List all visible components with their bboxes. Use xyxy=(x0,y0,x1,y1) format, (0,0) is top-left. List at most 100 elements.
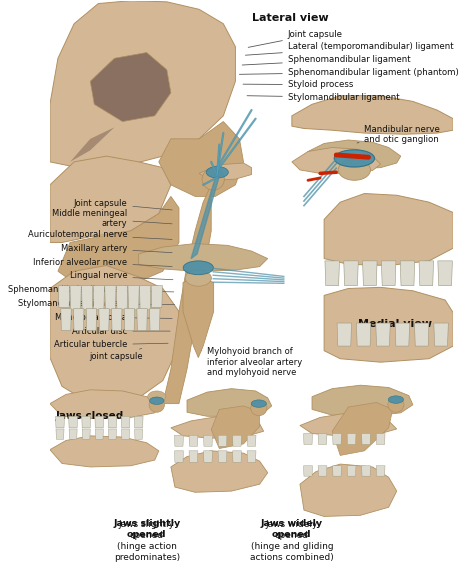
Polygon shape xyxy=(333,466,341,476)
Text: Sphenomandibular ligament: Sphenomandibular ligament xyxy=(242,55,410,65)
Text: Mandibular nerve
and otic ganglion: Mandibular nerve and otic ganglion xyxy=(357,125,440,144)
Text: joint capsule: joint capsule xyxy=(90,349,143,361)
Polygon shape xyxy=(55,416,64,428)
Polygon shape xyxy=(203,451,212,462)
Polygon shape xyxy=(105,286,116,310)
Polygon shape xyxy=(82,416,91,428)
Polygon shape xyxy=(414,323,429,346)
Ellipse shape xyxy=(388,398,404,412)
Ellipse shape xyxy=(206,167,228,178)
Polygon shape xyxy=(233,451,241,462)
Polygon shape xyxy=(337,323,352,346)
Text: Sphenomandibular ligament: Sphenomandibular ligament xyxy=(8,285,174,294)
Ellipse shape xyxy=(388,396,403,403)
Polygon shape xyxy=(137,309,147,331)
Text: Styloid process: Styloid process xyxy=(243,80,353,89)
Polygon shape xyxy=(108,416,117,428)
Polygon shape xyxy=(199,163,252,180)
Ellipse shape xyxy=(149,398,164,412)
Polygon shape xyxy=(171,416,264,438)
Text: Lateral view: Lateral view xyxy=(252,13,328,23)
Polygon shape xyxy=(174,451,183,462)
Ellipse shape xyxy=(185,270,211,286)
Polygon shape xyxy=(56,429,64,439)
Polygon shape xyxy=(300,413,397,436)
Text: Jaws widely
opened: Jaws widely opened xyxy=(261,519,323,539)
Polygon shape xyxy=(183,274,214,358)
Polygon shape xyxy=(82,286,93,310)
Polygon shape xyxy=(247,435,256,446)
Polygon shape xyxy=(95,429,103,439)
Polygon shape xyxy=(121,429,129,439)
Polygon shape xyxy=(300,464,397,516)
Polygon shape xyxy=(376,323,390,346)
Polygon shape xyxy=(376,466,385,476)
Ellipse shape xyxy=(251,401,267,415)
Polygon shape xyxy=(363,261,377,286)
Polygon shape xyxy=(187,389,272,416)
Text: Auriculotemporal nerve: Auriculotemporal nerve xyxy=(27,230,172,239)
Polygon shape xyxy=(134,416,143,428)
Polygon shape xyxy=(70,286,81,310)
Text: Joint capsule: Joint capsule xyxy=(73,199,172,210)
Polygon shape xyxy=(333,433,341,444)
Text: Mylohyoid branch of
inferior alveolar artery
and mylohyoid nerve: Mylohyoid branch of inferior alveolar ar… xyxy=(199,347,302,377)
Text: Stylomandibular ligament: Stylomandibular ligament xyxy=(18,299,174,308)
Text: Lingual nerve: Lingual nerve xyxy=(70,271,173,280)
Polygon shape xyxy=(70,128,114,162)
Polygon shape xyxy=(90,53,171,122)
Polygon shape xyxy=(318,466,327,476)
Polygon shape xyxy=(308,140,401,169)
Text: Articular tubercle: Articular tubercle xyxy=(54,340,168,350)
Polygon shape xyxy=(73,309,84,331)
Text: Joint capsule: Joint capsule xyxy=(248,29,343,47)
Polygon shape xyxy=(135,429,143,439)
Polygon shape xyxy=(356,323,371,346)
Polygon shape xyxy=(93,286,104,310)
Ellipse shape xyxy=(338,160,371,180)
Polygon shape xyxy=(124,309,135,331)
Polygon shape xyxy=(189,435,198,446)
Polygon shape xyxy=(95,416,104,428)
Polygon shape xyxy=(318,433,327,444)
Polygon shape xyxy=(50,1,236,168)
Polygon shape xyxy=(69,416,78,428)
Polygon shape xyxy=(303,433,312,444)
Polygon shape xyxy=(61,309,71,331)
Polygon shape xyxy=(325,261,339,286)
Ellipse shape xyxy=(183,261,213,275)
Text: Articular disc: Articular disc xyxy=(72,327,170,336)
Text: Middle meningeal
artery: Middle meningeal artery xyxy=(52,208,172,228)
Text: Jaws slightly
opened
(hinge action
predominates): Jaws slightly opened (hinge action predo… xyxy=(114,520,180,562)
Polygon shape xyxy=(58,196,179,288)
Polygon shape xyxy=(151,286,163,308)
Polygon shape xyxy=(292,96,453,134)
Polygon shape xyxy=(395,323,410,346)
Ellipse shape xyxy=(251,400,266,407)
Text: Sphenomandibular ligament (phantom): Sphenomandibular ligament (phantom) xyxy=(239,68,458,77)
Polygon shape xyxy=(82,429,90,439)
Polygon shape xyxy=(247,451,256,462)
Polygon shape xyxy=(347,466,356,476)
Polygon shape xyxy=(438,261,452,286)
Polygon shape xyxy=(376,433,385,444)
Ellipse shape xyxy=(334,150,374,167)
Ellipse shape xyxy=(148,391,166,403)
Polygon shape xyxy=(419,261,434,286)
Polygon shape xyxy=(163,185,211,404)
Polygon shape xyxy=(149,309,160,331)
Polygon shape xyxy=(121,416,130,428)
Polygon shape xyxy=(303,466,312,476)
Polygon shape xyxy=(218,451,227,462)
Polygon shape xyxy=(128,286,139,310)
Polygon shape xyxy=(189,451,198,462)
Text: Medial view: Medial view xyxy=(358,319,432,329)
Polygon shape xyxy=(50,436,159,467)
Polygon shape xyxy=(99,309,109,331)
Polygon shape xyxy=(171,451,268,492)
Polygon shape xyxy=(111,309,122,331)
Text: Mandibular fossa: Mandibular fossa xyxy=(55,313,172,322)
Polygon shape xyxy=(86,309,97,331)
Text: Maxillary artery: Maxillary artery xyxy=(61,243,172,253)
Polygon shape xyxy=(69,429,77,439)
